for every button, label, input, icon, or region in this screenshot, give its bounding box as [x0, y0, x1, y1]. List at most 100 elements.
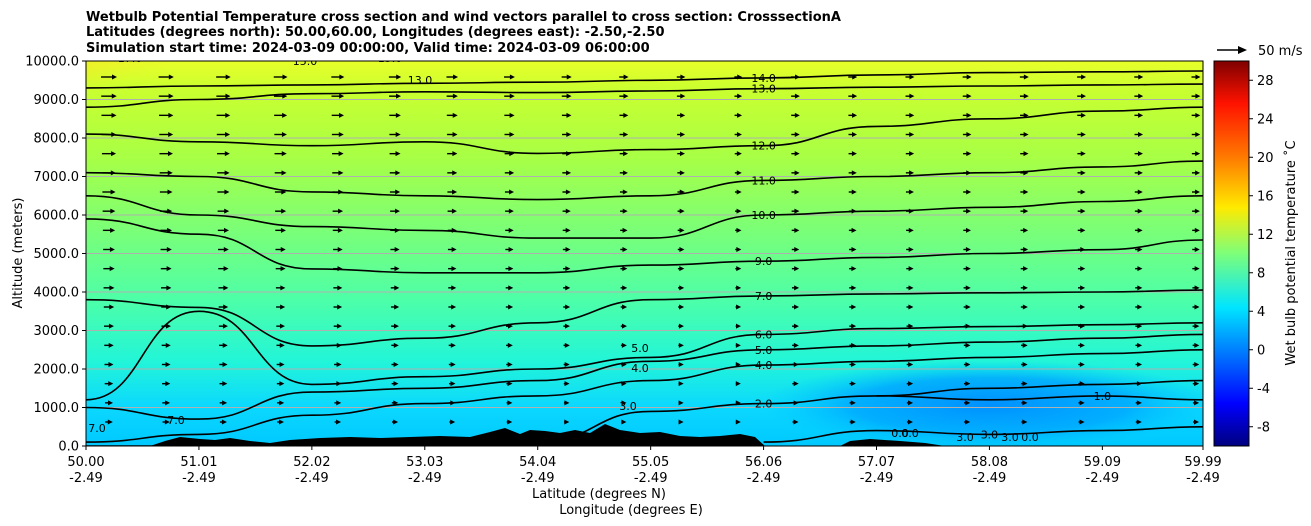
- colorbar-tick-label: 16: [1257, 189, 1274, 204]
- wind-vector-head: [112, 74, 117, 80]
- wind-vector-head: [736, 189, 742, 195]
- wind-vector-head: [1195, 189, 1200, 195]
- wind-vector-head: [225, 132, 231, 137]
- wind-vector-head: [850, 400, 856, 406]
- wind-vector-head: [565, 266, 571, 272]
- y-tick-label: 8000.0: [34, 132, 80, 147]
- wind-vector-head: [451, 266, 457, 272]
- colorbar-bar: [1213, 60, 1250, 447]
- wind-vector-head: [680, 74, 686, 80]
- wind-vector-head: [623, 93, 629, 99]
- wind-vector-head: [1022, 419, 1028, 425]
- x-tick-longitude: -2.49: [408, 471, 442, 486]
- wind-vector-head: [736, 304, 742, 310]
- wind-vector-head: [111, 151, 117, 157]
- wind-vector-head: [223, 266, 229, 272]
- colorbar-label: Wet bulb potential temperature ˚C: [1283, 140, 1299, 365]
- y-tick-label: 5000.0: [34, 247, 80, 262]
- contour-label: 11.0: [751, 174, 776, 187]
- wind-vector-head: [622, 266, 628, 272]
- wind-vector-head: [395, 132, 401, 137]
- wind-vector-head: [223, 304, 229, 310]
- wind-vector-head: [1023, 189, 1029, 195]
- wind-vector-head: [965, 362, 971, 367]
- wind-vector-head: [1137, 342, 1143, 348]
- x-tick-longitude: -2.49: [521, 471, 555, 486]
- wind-vector-head: [909, 132, 915, 137]
- colorbar-tick-label: 28: [1257, 74, 1274, 89]
- wind-vector-head: [621, 419, 627, 425]
- cold-region: [760, 360, 1203, 446]
- wind-vector-head: [909, 93, 915, 99]
- wind-vector-head: [507, 381, 513, 387]
- wind-vector-head: [1022, 362, 1028, 367]
- wind-vector-head: [222, 323, 228, 329]
- wind-vector-head: [564, 381, 570, 387]
- wind-vector-head: [794, 247, 800, 252]
- wind-vector-head: [222, 362, 228, 367]
- contour-label: 13.0: [751, 83, 776, 96]
- contour-line: [86, 349, 1203, 443]
- wind-vector-head: [108, 400, 114, 406]
- wind-vector-head: [1195, 93, 1201, 99]
- wind-vector-head: [909, 170, 915, 176]
- wind-vector-head: [108, 362, 114, 367]
- colorbar-tick-label: 12: [1257, 228, 1274, 243]
- wind-vector-head: [1022, 304, 1028, 310]
- wind-vector-head: [679, 247, 685, 252]
- wind-vector-head: [1022, 400, 1028, 406]
- contour-label: 3.0: [1001, 431, 1019, 444]
- wind-vector-head: [852, 93, 858, 99]
- wind-vector-head: [339, 93, 345, 99]
- contour-label: 12.0: [751, 140, 776, 153]
- contour-line: [86, 289, 1203, 347]
- wind-vector-head: [679, 285, 685, 291]
- wind-vector-head: [680, 112, 686, 118]
- wind-vector-head: [678, 419, 684, 425]
- contour-label: 5.0: [631, 342, 649, 355]
- wind-vector-head: [393, 342, 399, 348]
- wind-vector-head: [1194, 266, 1200, 272]
- contour-label: 4.0: [631, 362, 649, 375]
- contour-label: 13.0: [408, 74, 433, 87]
- wind-vector-head: [337, 285, 343, 291]
- wind-vector-head: [1137, 227, 1143, 233]
- wind-vector-head: [851, 227, 857, 233]
- colorbar-ticks: -8 -4 0 4 8 12 16 20 24 28: [1249, 74, 1274, 435]
- colorbar-tick-label: 8: [1257, 266, 1265, 281]
- wind-vector-head: [168, 132, 174, 137]
- wind-vector-head: [1137, 247, 1143, 252]
- wind-vector-head: [394, 247, 400, 252]
- colorbar-tick-label: -8: [1257, 420, 1270, 435]
- wind-vector-head: [450, 419, 456, 425]
- wind-vector-head: [508, 208, 514, 214]
- contour-line: [86, 218, 1203, 274]
- wind-vector-head: [1022, 285, 1028, 291]
- x-axis-label-latitude: Latitude (degrees N): [532, 487, 666, 502]
- wind-vector-head: [736, 208, 742, 214]
- wind-vector-head: [966, 151, 972, 157]
- wind-vector-head: [1194, 381, 1200, 387]
- wind-vector-head: [851, 170, 857, 176]
- wind-vector-head: [396, 93, 402, 99]
- wind-vector-head: [851, 151, 857, 157]
- wind-vector-head: [394, 304, 400, 310]
- wind-vector-head: [566, 132, 572, 137]
- wind-vector-head: [1194, 362, 1200, 367]
- wind-vector-head: [395, 189, 401, 195]
- terrain: [150, 424, 945, 446]
- wind-vector-head: [165, 362, 171, 367]
- contour-label: 14.0: [751, 72, 776, 85]
- wind-vector-head: [1195, 112, 1201, 118]
- wind-vector-head: [566, 170, 572, 176]
- wind-vector-head: [336, 419, 342, 425]
- wind-vector-head: [108, 342, 114, 348]
- wind-vector-head: [508, 227, 514, 233]
- x-tick-latitude: 59.99: [1184, 455, 1221, 470]
- wind-vector-head: [450, 362, 456, 367]
- wind-vector-head: [1080, 112, 1086, 118]
- wind-vector-head: [907, 419, 913, 425]
- wind-vector-head: [623, 112, 629, 118]
- wind-vector-head: [1137, 208, 1143, 214]
- wind-vector-head: [165, 342, 171, 348]
